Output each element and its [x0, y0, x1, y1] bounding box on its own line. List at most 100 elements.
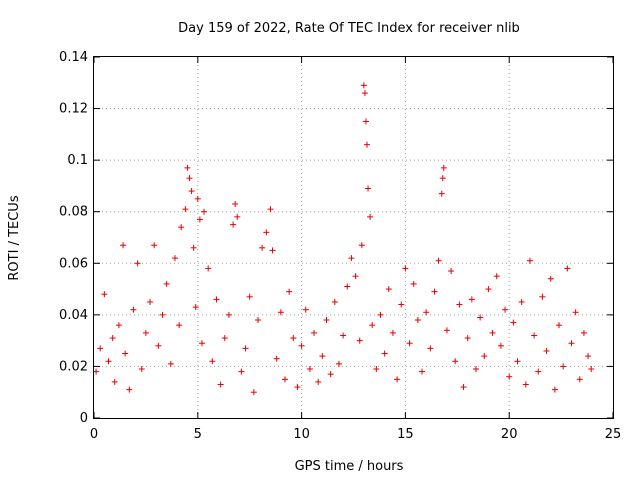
data-point [151, 242, 158, 249]
data-point [477, 314, 484, 321]
data-point [448, 268, 455, 275]
data-point [263, 229, 270, 236]
data-point [221, 335, 228, 342]
data-point [440, 164, 447, 171]
data-point [101, 291, 108, 298]
data-point [485, 286, 492, 293]
data-point [306, 366, 313, 373]
data-point [514, 358, 521, 365]
data-point [238, 368, 245, 375]
data-point [464, 335, 471, 342]
x-tick-label: 25 [605, 427, 622, 442]
data-point [234, 213, 241, 220]
data-point [468, 296, 475, 303]
data-point [481, 353, 488, 360]
data-point [439, 175, 446, 182]
data-point [365, 185, 372, 192]
data-point [277, 309, 284, 316]
data-point [319, 353, 326, 360]
data-point [192, 304, 199, 311]
data-point [402, 265, 409, 272]
y-tick-label: 0.02 [59, 359, 88, 374]
y-tick-label: 0.08 [59, 205, 88, 220]
data-point [205, 265, 212, 272]
data-point [456, 301, 463, 308]
data-point [315, 378, 322, 385]
data-point [377, 311, 384, 318]
data-point [506, 373, 513, 380]
data-point [196, 216, 203, 223]
data-point [385, 286, 392, 293]
data-point [138, 366, 145, 373]
data-point [344, 283, 351, 290]
data-point [419, 368, 426, 375]
data-point [518, 298, 525, 305]
data-point [122, 350, 129, 357]
data-point [267, 206, 274, 213]
data-point [242, 345, 249, 352]
data-point [217, 381, 224, 388]
data-point [213, 296, 220, 303]
data-point [167, 360, 174, 367]
data-point [539, 293, 546, 300]
y-tick-label: 0.04 [59, 308, 88, 323]
data-point [367, 213, 374, 220]
data-point [502, 306, 509, 313]
data-point [361, 90, 368, 97]
y-tick-label: 0.06 [59, 256, 88, 271]
data-point [298, 342, 305, 349]
data-point [358, 242, 365, 249]
data-point [230, 221, 237, 228]
data-point [438, 190, 445, 197]
data-point [286, 288, 293, 295]
data-point [452, 358, 459, 365]
data-point [323, 317, 330, 324]
grid-lines [94, 57, 613, 418]
data-point [352, 273, 359, 280]
data-point [250, 389, 257, 396]
data-point [225, 311, 232, 318]
data-point [443, 327, 450, 334]
data-point [93, 368, 100, 375]
data-point [585, 353, 592, 360]
data-point [568, 340, 575, 347]
data-point [381, 350, 388, 357]
data-points [93, 82, 595, 396]
data-point [360, 82, 367, 89]
data-point [460, 384, 467, 391]
data-point [97, 345, 104, 352]
data-point [302, 306, 309, 313]
data-point [369, 322, 376, 329]
data-point [178, 224, 185, 231]
data-point [194, 195, 201, 202]
data-point [531, 332, 538, 339]
data-point [147, 298, 154, 305]
data-point [423, 309, 430, 316]
x-tick-label: 20 [501, 427, 518, 442]
data-point [171, 255, 178, 262]
data-point [281, 376, 288, 383]
data-point [551, 386, 558, 393]
data-point [232, 200, 239, 207]
data-point [535, 368, 542, 375]
plot-frame [93, 56, 614, 419]
y-axis-label: ROTI / TECUs [7, 195, 22, 280]
axis-ticks [93, 56, 614, 419]
data-point [209, 358, 216, 365]
x-tick-labels: 0 5 10 15 20 25 [90, 427, 621, 442]
data-point [109, 335, 116, 342]
data-point [159, 311, 166, 318]
data-point [580, 329, 587, 336]
data-point [198, 340, 205, 347]
y-tick-label: 0.14 [59, 50, 88, 65]
data-point [190, 244, 197, 251]
data-point [356, 337, 363, 344]
data-point [120, 242, 127, 249]
data-point [510, 319, 517, 326]
data-point [163, 280, 170, 287]
data-point [588, 366, 595, 373]
data-point [363, 141, 370, 148]
data-point [246, 293, 253, 300]
data-point [489, 329, 496, 336]
